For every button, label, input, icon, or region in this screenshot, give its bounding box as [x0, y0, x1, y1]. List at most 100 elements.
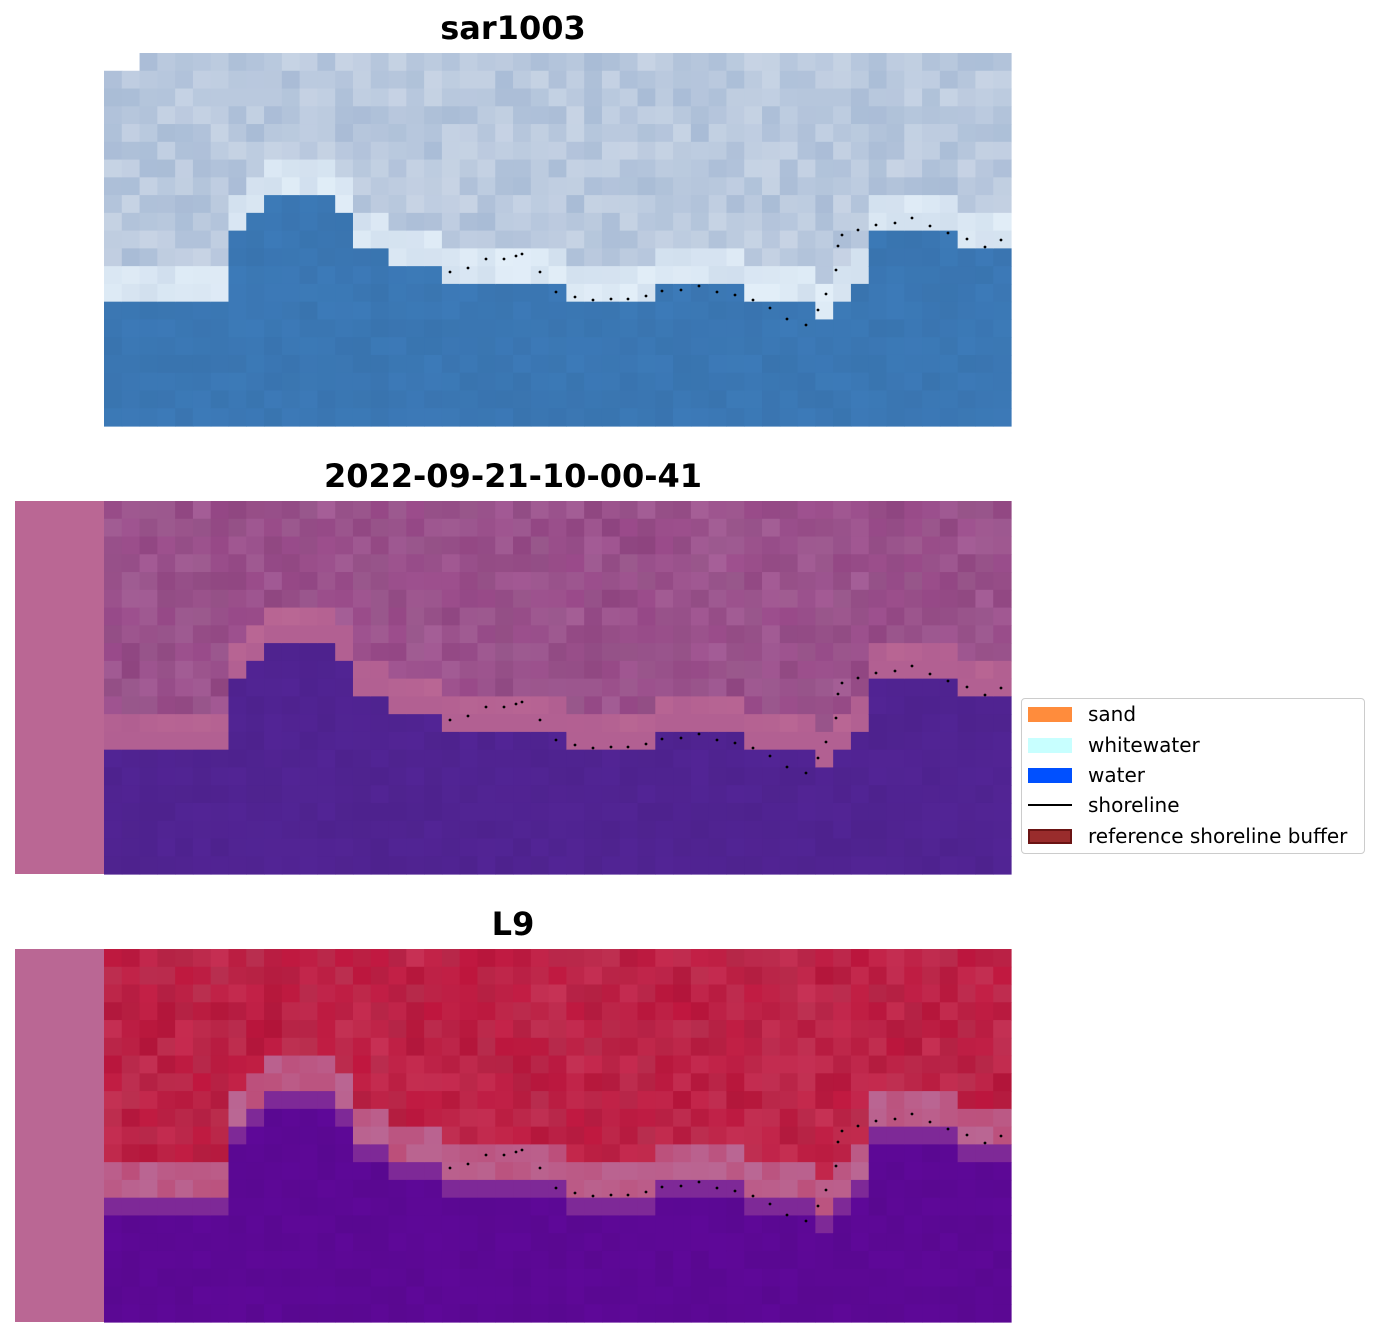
- image-pixel: [957, 1091, 977, 1110]
- image-pixel: [104, 390, 123, 409]
- image-pixel: [619, 1250, 639, 1270]
- image-pixel: [352, 1162, 372, 1181]
- image-pixel: [584, 838, 603, 857]
- image-pixel: [246, 354, 265, 374]
- panel-title-l9: L9: [491, 905, 535, 943]
- image-pixel: [584, 408, 603, 427]
- image-pixel: [637, 70, 656, 90]
- image-pixel: [779, 1144, 799, 1163]
- image-pixel: [815, 390, 834, 409]
- image-pixel: [335, 301, 354, 321]
- image-pixel: [922, 212, 941, 232]
- image-pixel: [762, 283, 781, 303]
- image-pixel: [939, 625, 959, 644]
- image-pixel: [495, 159, 514, 178]
- image-pixel: [513, 820, 532, 840]
- image-pixel: [673, 70, 692, 90]
- image-pixel: [246, 802, 265, 822]
- image-pixel: [850, 607, 870, 626]
- image-pixel: [744, 301, 763, 321]
- image-pixel: [157, 212, 176, 232]
- image-pixel: [335, 1144, 354, 1163]
- image-pixel: [548, 984, 567, 1003]
- image-pixel: [584, 1126, 603, 1145]
- image-pixel: [673, 820, 692, 840]
- image-pixel: [708, 248, 728, 267]
- image-pixel: [335, 1020, 354, 1039]
- image-pixel: [993, 1091, 1012, 1110]
- image-pixel: [779, 53, 799, 72]
- image-pixel: [335, 949, 354, 968]
- image-pixel: [922, 53, 941, 72]
- image-pixel: [513, 408, 532, 427]
- image-pixel: [352, 177, 372, 196]
- shoreline-point: [816, 308, 820, 312]
- image-pixel: [957, 696, 977, 715]
- image-pixel: [406, 949, 425, 968]
- image-pixel: [601, 785, 621, 804]
- image-pixel: [459, 319, 479, 338]
- image-pixel: [104, 856, 123, 875]
- image-pixel: [922, 1091, 941, 1110]
- image-pixel: [584, 1268, 603, 1288]
- image-pixel: [548, 1020, 567, 1039]
- shoreline-point: [514, 702, 518, 706]
- image-pixel: [352, 820, 372, 840]
- image-pixel: [619, 572, 639, 591]
- image-pixel: [655, 390, 674, 409]
- image-pixel: [548, 1268, 567, 1288]
- image-pixel: [210, 1144, 230, 1163]
- image-pixel: [281, 518, 301, 538]
- image-pixel: [370, 767, 390, 786]
- image-pixel: [406, 1304, 425, 1323]
- image-pixel: [993, 1073, 1012, 1092]
- image-pixel: [690, 696, 710, 715]
- image-pixel: [121, 660, 141, 680]
- image-pixel: [370, 372, 390, 392]
- image-pixel: [815, 124, 834, 143]
- image-pixel: [922, 554, 941, 573]
- image-pixel: [833, 1144, 852, 1163]
- image-pixel: [975, 159, 994, 178]
- image-pixel: [708, 195, 728, 214]
- image-pixel: [530, 820, 550, 840]
- image-pixel: [744, 554, 763, 573]
- image-pixel: [815, 1002, 834, 1021]
- image-pixel: [939, 1162, 959, 1181]
- image-pixel: [815, 767, 834, 786]
- image-pixel: [441, 177, 461, 196]
- image-pixel: [104, 1197, 123, 1217]
- image-pixel: [139, 767, 158, 786]
- image-pixel: [228, 1268, 247, 1288]
- image-pixel: [459, 1055, 479, 1074]
- image-pixel: [477, 1020, 496, 1039]
- image-pixel: [797, 554, 816, 573]
- image-pixel: [388, 1126, 407, 1145]
- image-pixel: [441, 660, 461, 680]
- image-pixel: [388, 354, 407, 374]
- shoreline-point: [999, 686, 1003, 690]
- image-pixel: [548, 301, 567, 321]
- image-pixel: [228, 536, 247, 555]
- image-pixel: [762, 643, 781, 662]
- image-pixel: [175, 678, 194, 697]
- image-pixel: [619, 856, 639, 875]
- image-pixel: [993, 1144, 1012, 1163]
- image-pixel: [833, 141, 852, 161]
- image-pixel: [726, 177, 745, 196]
- image-pixel: [957, 88, 977, 107]
- image-pixel: [210, 966, 230, 986]
- image-pixel: [175, 984, 194, 1003]
- image-pixel: [797, 390, 816, 409]
- image-pixel: [922, 266, 941, 285]
- image-pixel: [192, 1144, 212, 1163]
- image-pixel: [192, 354, 212, 374]
- image-pixel: [495, 1055, 514, 1074]
- image-pixel: [513, 266, 532, 285]
- image-pixel: [264, 212, 283, 232]
- image-pixel: [513, 714, 532, 733]
- image-pixel: [424, 1179, 443, 1199]
- image-pixel: [317, 337, 336, 356]
- image-pixel: [388, 70, 407, 90]
- image-pixel: [459, 177, 479, 196]
